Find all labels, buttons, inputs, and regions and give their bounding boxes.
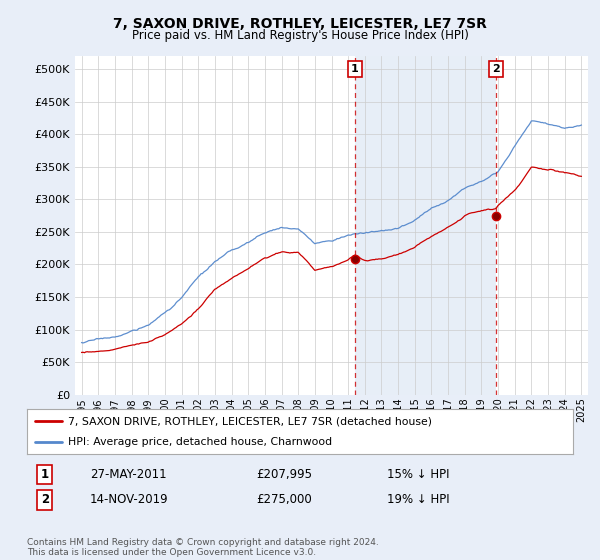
Text: 1: 1 xyxy=(351,64,359,74)
Text: 2: 2 xyxy=(492,64,500,74)
Text: 27-MAY-2011: 27-MAY-2011 xyxy=(90,468,166,481)
Text: HPI: Average price, detached house, Charnwood: HPI: Average price, detached house, Char… xyxy=(68,437,332,447)
Text: Price paid vs. HM Land Registry's House Price Index (HPI): Price paid vs. HM Land Registry's House … xyxy=(131,29,469,42)
Text: 7, SAXON DRIVE, ROTHLEY, LEICESTER, LE7 7SR: 7, SAXON DRIVE, ROTHLEY, LEICESTER, LE7 … xyxy=(113,17,487,31)
Text: Contains HM Land Registry data © Crown copyright and database right 2024.
This d: Contains HM Land Registry data © Crown c… xyxy=(27,538,379,557)
Text: 14-NOV-2019: 14-NOV-2019 xyxy=(90,493,169,506)
Text: £207,995: £207,995 xyxy=(256,468,313,481)
Text: 1: 1 xyxy=(41,468,49,481)
Bar xyxy=(355,56,496,395)
Text: 7, SAXON DRIVE, ROTHLEY, LEICESTER, LE7 7SR (detached house): 7, SAXON DRIVE, ROTHLEY, LEICESTER, LE7 … xyxy=(68,416,432,426)
Text: £275,000: £275,000 xyxy=(256,493,312,506)
Text: 19% ↓ HPI: 19% ↓ HPI xyxy=(388,493,450,506)
Text: 15% ↓ HPI: 15% ↓ HPI xyxy=(388,468,450,481)
Text: 2: 2 xyxy=(41,493,49,506)
